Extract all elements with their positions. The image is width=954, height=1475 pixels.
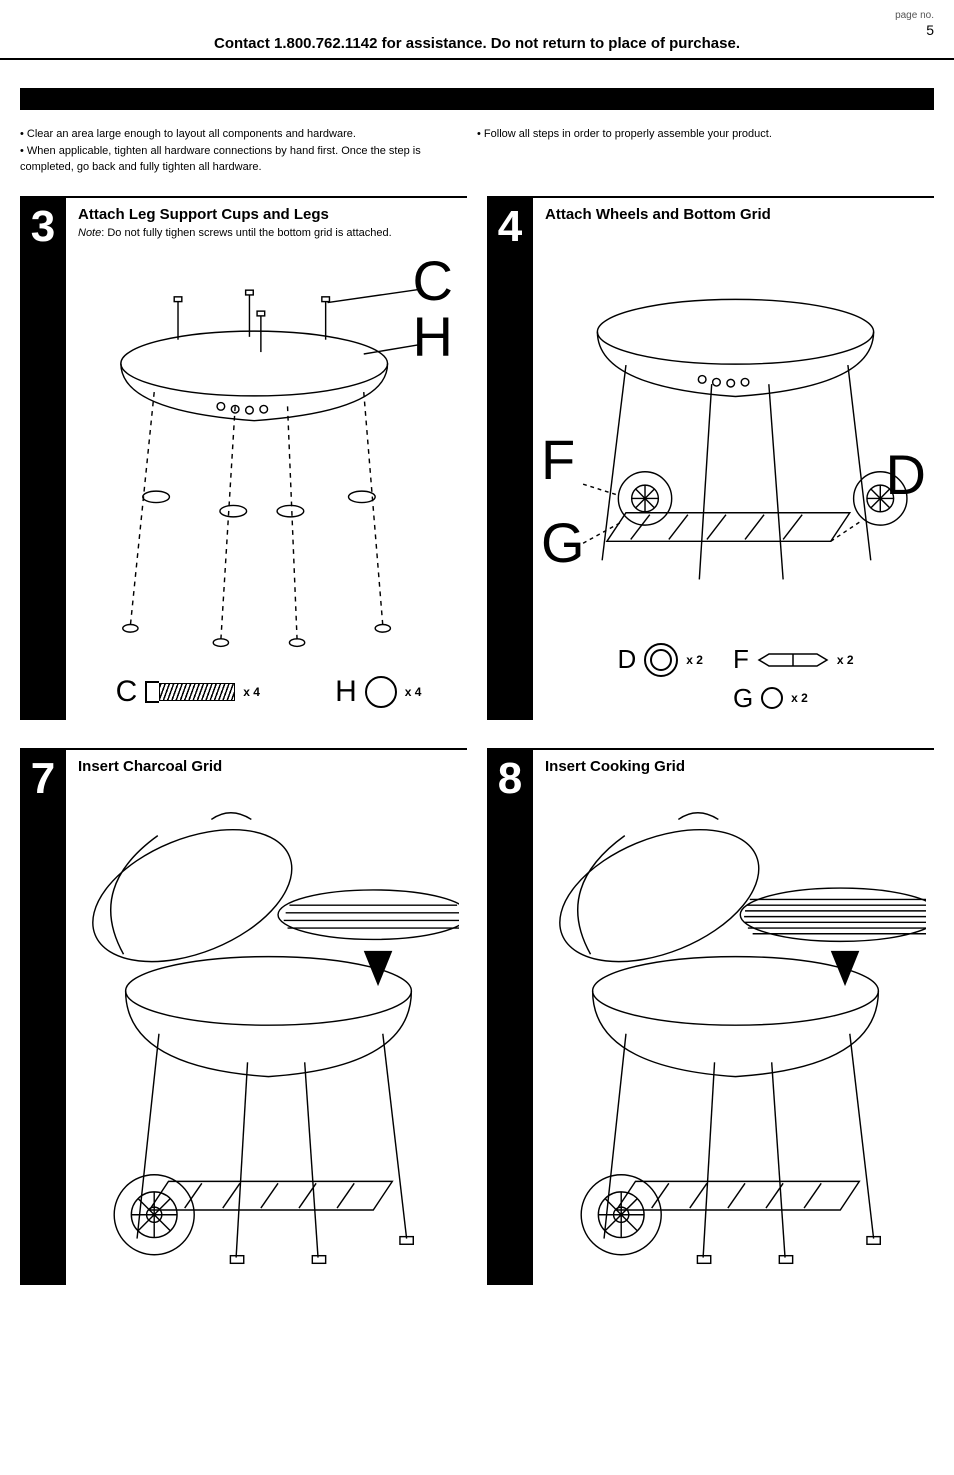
bolt-icon: [145, 681, 235, 703]
hw-letter: G: [733, 683, 753, 714]
hardware-item-G: G x 2: [733, 683, 854, 714]
page-header: page no. 5 Contact 1.800.762.1142 for as…: [0, 0, 954, 60]
label-G: G: [541, 515, 585, 571]
hw-letter: D: [617, 644, 636, 675]
contact-line: Contact 1.800.762.1142 for assistance. D…: [20, 35, 934, 52]
hw-letter: F: [733, 644, 749, 675]
step-3-title: Attach Leg Support Cups and Legs: [78, 206, 459, 223]
step-3-note: Note: Do not fully tighen screws until t…: [78, 227, 459, 239]
small-washer-icon: [761, 687, 783, 709]
step-8-body: Insert Cooking Grid: [533, 748, 934, 1285]
tip-item: Follow all steps in order to properly as…: [477, 126, 904, 143]
step-7-illustration: [78, 779, 459, 1279]
tips-right: Follow all steps in order to properly as…: [477, 126, 934, 176]
step-3-hardware: C x 4 H x 4: [78, 675, 459, 709]
tip-item: When applicable, tighten all hardware co…: [20, 143, 447, 176]
step-4-title: Attach Wheels and Bottom Grid: [545, 206, 926, 223]
panels-row-1: 3 Attach Leg Support Cups and Legs Note:…: [20, 196, 934, 720]
hw-letter: C: [116, 675, 138, 709]
axle-icon: [757, 652, 829, 668]
wheel-icon: [644, 643, 678, 677]
hw-count: x 4: [405, 685, 422, 699]
step-3-svg: [78, 239, 459, 669]
step-8-panel: 8 Insert Cooking Grid: [487, 748, 934, 1285]
page-no-label: page no.: [895, 10, 934, 21]
hw-count: x 2: [837, 653, 854, 667]
hw-letter: H: [335, 675, 357, 709]
step-3-panel: 3 Attach Leg Support Cups and Legs Note:…: [20, 196, 467, 720]
step-8-svg: [545, 779, 926, 1279]
hw-count: x 2: [686, 653, 703, 667]
step-8-illustration: [545, 779, 926, 1279]
step-4-illustration: F G D: [545, 227, 926, 627]
panels-row-2: 7 Insert Charcoal Grid: [20, 748, 934, 1285]
step-7-title: Insert Charcoal Grid: [78, 758, 459, 775]
step-number: 8: [487, 748, 533, 1285]
step-3-body: Attach Leg Support Cups and Legs Note: D…: [66, 196, 467, 720]
section-black-bar: [20, 88, 934, 110]
tips-left: Clear an area large enough to layout all…: [20, 126, 477, 176]
hardware-item-H: H x 4: [335, 675, 421, 709]
step-7-svg: [78, 779, 459, 1279]
step-4-svg: [545, 227, 926, 627]
hardware-item-F: F x 2: [733, 644, 854, 675]
hw-count: x 4: [243, 685, 260, 699]
hw-count: x 2: [791, 691, 808, 705]
step-7-panel: 7 Insert Charcoal Grid: [20, 748, 467, 1285]
hardware-item-D: D x 2: [617, 643, 702, 677]
step-4-panel: 4 Attach Wheels and Bottom Grid F G D: [487, 196, 934, 720]
step-4-hardware: D x 2 F x 2 G: [545, 643, 926, 714]
tip-item: Clear an area large enough to layout all…: [20, 126, 447, 143]
step-8-title: Insert Cooking Grid: [545, 758, 926, 775]
washer-icon: [365, 676, 397, 708]
label-C: C: [413, 253, 453, 309]
step-number: 3: [20, 196, 66, 720]
label-H: H: [413, 309, 453, 365]
step-number: 7: [20, 748, 66, 1285]
step-number: 4: [487, 196, 533, 720]
step-4-body: Attach Wheels and Bottom Grid F G D: [533, 196, 934, 720]
label-D: D: [886, 447, 926, 503]
step-3-illustration: C H: [78, 239, 459, 669]
note-text: : Do not fully tighen screws until the b…: [101, 227, 391, 239]
label-F: F: [541, 432, 575, 488]
hardware-item-C: C x 4: [116, 675, 260, 709]
tips-row: Clear an area large enough to layout all…: [20, 126, 934, 176]
step-7-body: Insert Charcoal Grid: [66, 748, 467, 1285]
note-label: Note: [78, 227, 101, 239]
page-no-value: 5: [926, 22, 934, 38]
